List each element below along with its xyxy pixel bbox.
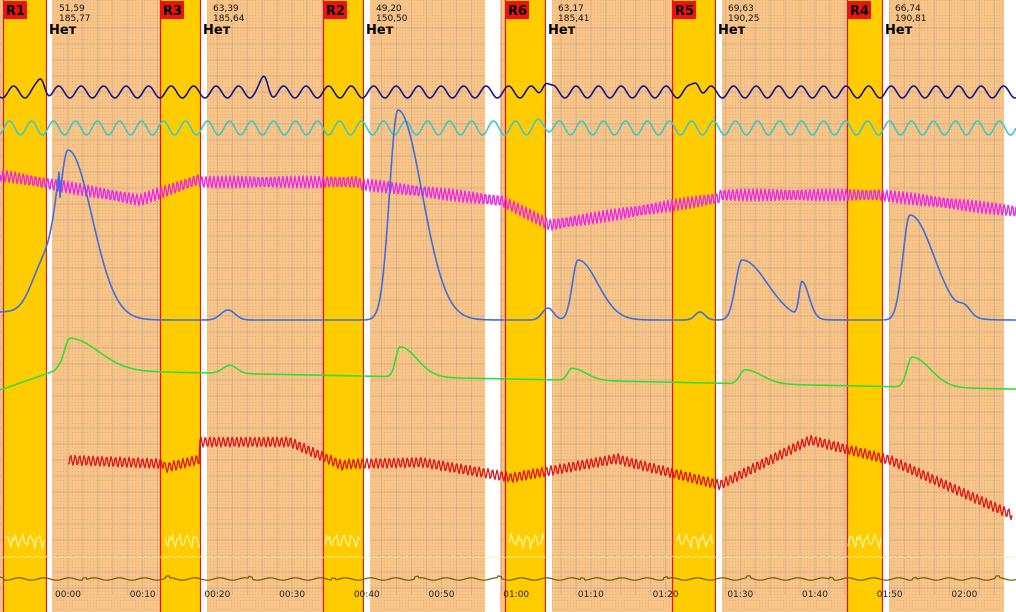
question-badge [323, 1, 347, 19]
time-tick-label: 00:00 [55, 590, 81, 600]
separator-bar [1004, 0, 1016, 612]
question-value-a: 63,17 [558, 4, 584, 14]
cardio-trace [67, 434, 1013, 521]
time-tick-label: 01:50 [877, 590, 903, 600]
channel-traces [0, 75, 1016, 581]
time-tick-label: 00:50 [429, 590, 455, 600]
question-zone-4 [505, 0, 546, 612]
question-answer: Нет [885, 23, 913, 38]
question-zone-1 [3, 0, 47, 612]
question-value-a: 63,39 [213, 4, 239, 14]
question-answer: Нет [203, 23, 231, 38]
question-value-b: 150,50 [376, 14, 408, 24]
time-tick-label: 02:00 [951, 590, 977, 600]
eda-filtered-trace [0, 337, 1016, 391]
question-label: R5 [675, 4, 694, 19]
question-zone-6 [847, 0, 883, 612]
pneumo-upper-trace [0, 75, 1016, 99]
separator-bar [716, 0, 722, 612]
time-tick-label: 01:30 [727, 590, 753, 600]
cardio-pulse-trace [0, 168, 1016, 231]
time-tick-label: 01:10 [578, 590, 604, 600]
time-tick-label: 00:30 [279, 590, 305, 600]
question-value-a: 69,63 [728, 4, 754, 14]
separator-bar [364, 0, 370, 612]
question-badge [505, 1, 529, 19]
eda-trace [0, 109, 1016, 321]
activity-trace [324, 533, 361, 549]
separator-bar [485, 0, 500, 612]
question-value-b: 190,81 [895, 14, 927, 24]
question-value-a: 51,59 [59, 4, 85, 14]
question-badge [672, 1, 696, 19]
activity-baseline [0, 556, 1016, 558]
question-label: R4 [850, 4, 869, 19]
baseline-trace [0, 575, 1016, 581]
question-answer: Нет [49, 23, 77, 38]
question-answer: Нет [718, 23, 746, 38]
question-value-b: 185,64 [213, 14, 245, 24]
time-axis: 00:00 00:10 00:20 00:30 00:40 00:50 01:00 01:10… [55, 590, 978, 600]
question-answer: Нет [548, 23, 576, 38]
question-value-b: 190,25 [728, 14, 760, 24]
question-label: R3 [163, 4, 182, 19]
time-tick-label: 00:40 [354, 590, 380, 600]
time-tick-label: 01:40 [802, 590, 828, 600]
question-badge [847, 1, 871, 19]
question-zone-2 [160, 0, 201, 612]
activity-trace [164, 532, 201, 549]
separator-bar [546, 0, 552, 612]
chart-segment-1 [0, 0, 486, 612]
question-zone-3 [323, 0, 364, 612]
chart-segment-2 [499, 0, 1004, 612]
question-zone-5 [672, 0, 716, 612]
question-label: R1 [6, 4, 25, 19]
activity-trace [4, 532, 45, 550]
pneumo-lower-trace [0, 118, 1016, 136]
question-value-a: 49,20 [376, 4, 402, 14]
question-badge [160, 1, 184, 19]
question-label: R6 [508, 4, 527, 19]
separator-bar [201, 0, 207, 612]
question-value-b: 185,77 [59, 14, 91, 24]
activity-trace [675, 532, 714, 550]
separator-bar [883, 0, 889, 612]
question-answer: Нет [366, 23, 394, 38]
question-label: R2 [326, 4, 345, 19]
time-tick-label: 00:20 [204, 590, 230, 600]
time-tick-label: 01:00 [503, 590, 529, 600]
activity-trace [507, 532, 545, 550]
question-value-a: 66,74 [895, 4, 921, 14]
time-tick-label: 01:20 [653, 590, 679, 600]
question-value-b: 185,41 [558, 14, 590, 24]
separator-bar [47, 0, 52, 612]
activity-trace [847, 533, 882, 549]
question-badge [3, 1, 27, 19]
time-tick-label: 00:10 [130, 590, 156, 600]
